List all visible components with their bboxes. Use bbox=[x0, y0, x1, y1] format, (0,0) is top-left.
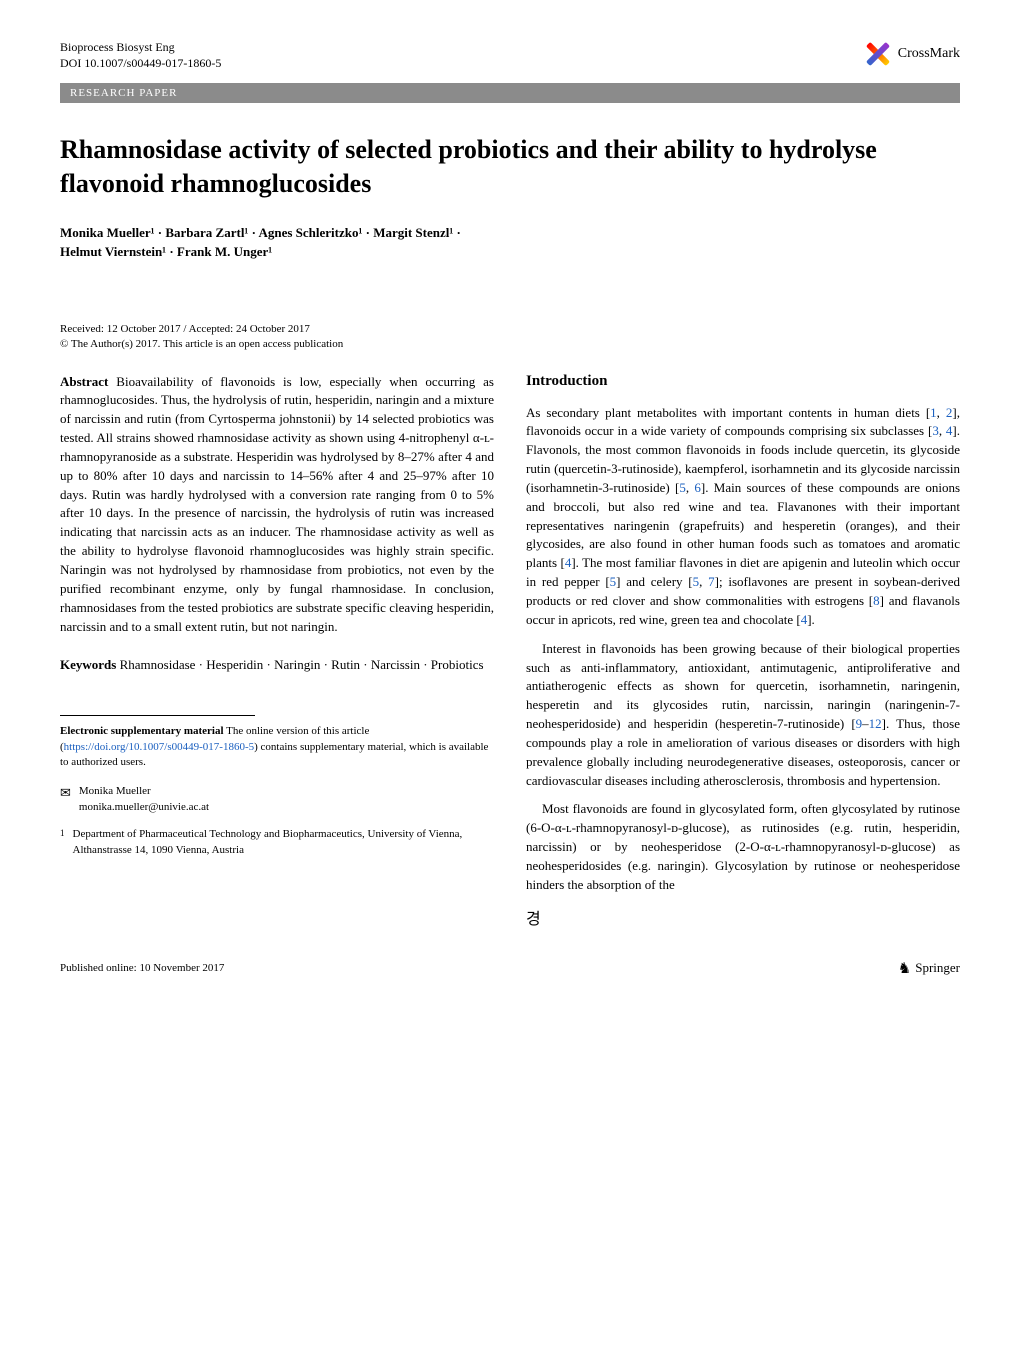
abstract-text: Bioavailability of flavonoids is low, es… bbox=[60, 374, 494, 634]
copyright-line: © The Author(s) 2017. This article is an… bbox=[60, 337, 960, 352]
affiliation-text: Department of Pharmaceutical Technology … bbox=[73, 827, 495, 858]
abstract-block: Abstract Bioavailability of flavonoids i… bbox=[60, 373, 494, 637]
paper-title: Rhamnosidase activity of selected probio… bbox=[60, 133, 960, 201]
keywords-block: Keywords Rhamnosidase · Hesperidin · Nar… bbox=[60, 656, 494, 675]
ref-12[interactable]: 12 bbox=[869, 716, 882, 731]
corresponding-author: Monika Mueller bbox=[79, 784, 209, 799]
authors-line-2: Helmut Viernstein¹ · Frank M. Unger¹ bbox=[60, 242, 960, 262]
divider-line bbox=[60, 715, 255, 716]
keywords-label: Keywords bbox=[60, 657, 116, 672]
page-footer: Published online: 10 November 2017 Sprin… bbox=[60, 959, 960, 978]
intro-paragraph-3: Most flavonoids are found in glycosylate… bbox=[526, 800, 960, 894]
header-row: Bioprocess Biosyst Eng DOI 10.1007/s0044… bbox=[60, 40, 960, 71]
supplementary-link[interactable]: https://doi.org/10.1007/s00449-017-1860-… bbox=[64, 741, 254, 753]
authors-block: Monika Mueller¹ · Barbara Zartl¹ · Agnes… bbox=[60, 223, 960, 262]
journal-name: Bioprocess Biosyst Eng bbox=[60, 40, 221, 56]
affiliation-number: 1 bbox=[60, 827, 65, 858]
crossmark-icon bbox=[864, 40, 892, 68]
affiliation-block: 1 Department of Pharmaceutical Technolog… bbox=[60, 827, 494, 858]
p1i: ] and celery [ bbox=[616, 574, 692, 589]
supplementary-block: Electronic supplementary material The on… bbox=[60, 724, 494, 770]
correspondence-details: Monika Mueller monika.mueller@univie.ac.… bbox=[79, 784, 209, 815]
authors-line-1: Monika Mueller¹ · Barbara Zartl¹ · Agnes… bbox=[60, 223, 960, 243]
supplementary-label: Electronic supplementary material bbox=[60, 725, 224, 737]
doi-line: DOI 10.1007/s00449-017-1860-5 bbox=[60, 56, 221, 72]
introduction-heading: Introduction bbox=[526, 373, 960, 390]
journal-info: Bioprocess Biosyst Eng DOI 10.1007/s0044… bbox=[60, 40, 221, 71]
keywords-text: Rhamnosidase · Hesperidin · Naringin · R… bbox=[116, 657, 483, 672]
dates-block: Received: 12 October 2017 / Accepted: 24… bbox=[60, 322, 960, 353]
p1j: , bbox=[699, 574, 708, 589]
correspondence-block: ✉ Monika Mueller monika.mueller@univie.a… bbox=[60, 784, 494, 815]
left-column: Abstract Bioavailability of flavonoids i… bbox=[60, 373, 494, 929]
p1m: ]. bbox=[807, 612, 815, 627]
intro-paragraph-1: As secondary plant metabolites with impo… bbox=[526, 404, 960, 630]
p1b: , bbox=[937, 405, 946, 420]
paper-type-bar: RESEARCH PAPER bbox=[60, 83, 960, 103]
springer-icon bbox=[898, 959, 911, 978]
abstract-label: Abstract bbox=[60, 374, 108, 389]
intro-paragraph-2: Interest in flavonoids has been growing … bbox=[526, 640, 960, 791]
corresponding-email: monika.mueller@univie.ac.at bbox=[79, 800, 209, 815]
right-column: Introduction As secondary plant metaboli… bbox=[526, 373, 960, 929]
received-accepted: Received: 12 October 2017 / Accepted: 24… bbox=[60, 322, 960, 337]
p1a: As secondary plant metabolites with impo… bbox=[526, 405, 930, 420]
p1d: , bbox=[939, 423, 946, 438]
published-online: Published online: 10 November 2017 bbox=[60, 962, 224, 974]
publisher-badge: Springer bbox=[898, 959, 960, 978]
crossmark-label: CrossMark bbox=[898, 46, 960, 62]
crossmark-badge[interactable]: CrossMark bbox=[864, 40, 960, 68]
publisher-name: Springer bbox=[915, 960, 960, 976]
two-column-layout: Abstract Bioavailability of flavonoids i… bbox=[60, 373, 960, 929]
envelope-icon: ✉ bbox=[60, 784, 71, 815]
